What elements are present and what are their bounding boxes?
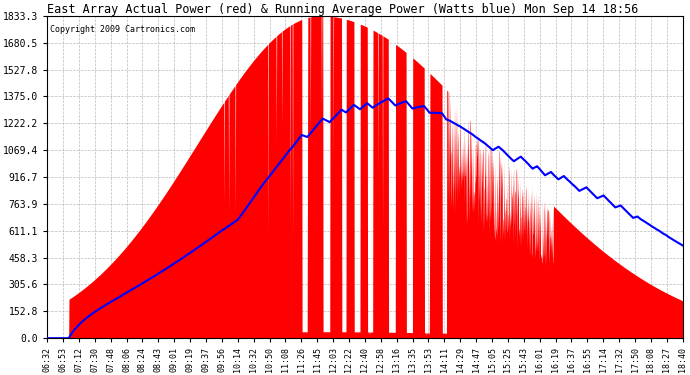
Text: Copyright 2009 Cartronics.com: Copyright 2009 Cartronics.com <box>50 26 195 34</box>
Text: East Array Actual Power (red) & Running Average Power (Watts blue) Mon Sep 14 18: East Array Actual Power (red) & Running … <box>47 3 638 16</box>
